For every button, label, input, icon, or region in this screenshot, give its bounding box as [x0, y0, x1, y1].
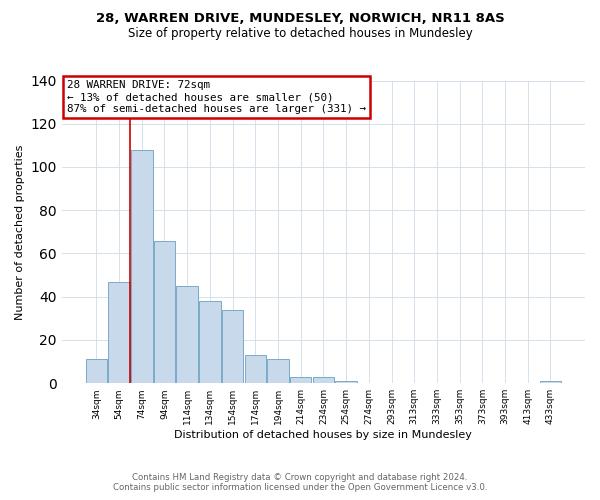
Bar — [199, 301, 221, 383]
Bar — [108, 282, 130, 383]
Y-axis label: Number of detached properties: Number of detached properties — [15, 144, 25, 320]
Bar — [154, 240, 175, 383]
Text: Size of property relative to detached houses in Mundesley: Size of property relative to detached ho… — [128, 28, 472, 40]
Bar — [245, 355, 266, 383]
Text: 28, WARREN DRIVE, MUNDESLEY, NORWICH, NR11 8AS: 28, WARREN DRIVE, MUNDESLEY, NORWICH, NR… — [95, 12, 505, 26]
Bar — [267, 360, 289, 383]
Bar — [222, 310, 244, 383]
Text: Contains HM Land Registry data © Crown copyright and database right 2024.: Contains HM Land Registry data © Crown c… — [132, 474, 468, 482]
Bar — [290, 376, 311, 383]
Bar — [86, 360, 107, 383]
Text: Contains public sector information licensed under the Open Government Licence v3: Contains public sector information licen… — [113, 484, 487, 492]
Bar — [539, 381, 561, 383]
Text: 28 WARREN DRIVE: 72sqm
← 13% of detached houses are smaller (50)
87% of semi-det: 28 WARREN DRIVE: 72sqm ← 13% of detached… — [67, 80, 366, 114]
Bar — [313, 376, 334, 383]
Bar — [131, 150, 152, 383]
Bar — [335, 381, 357, 383]
Bar — [176, 286, 198, 383]
X-axis label: Distribution of detached houses by size in Mundesley: Distribution of detached houses by size … — [175, 430, 472, 440]
